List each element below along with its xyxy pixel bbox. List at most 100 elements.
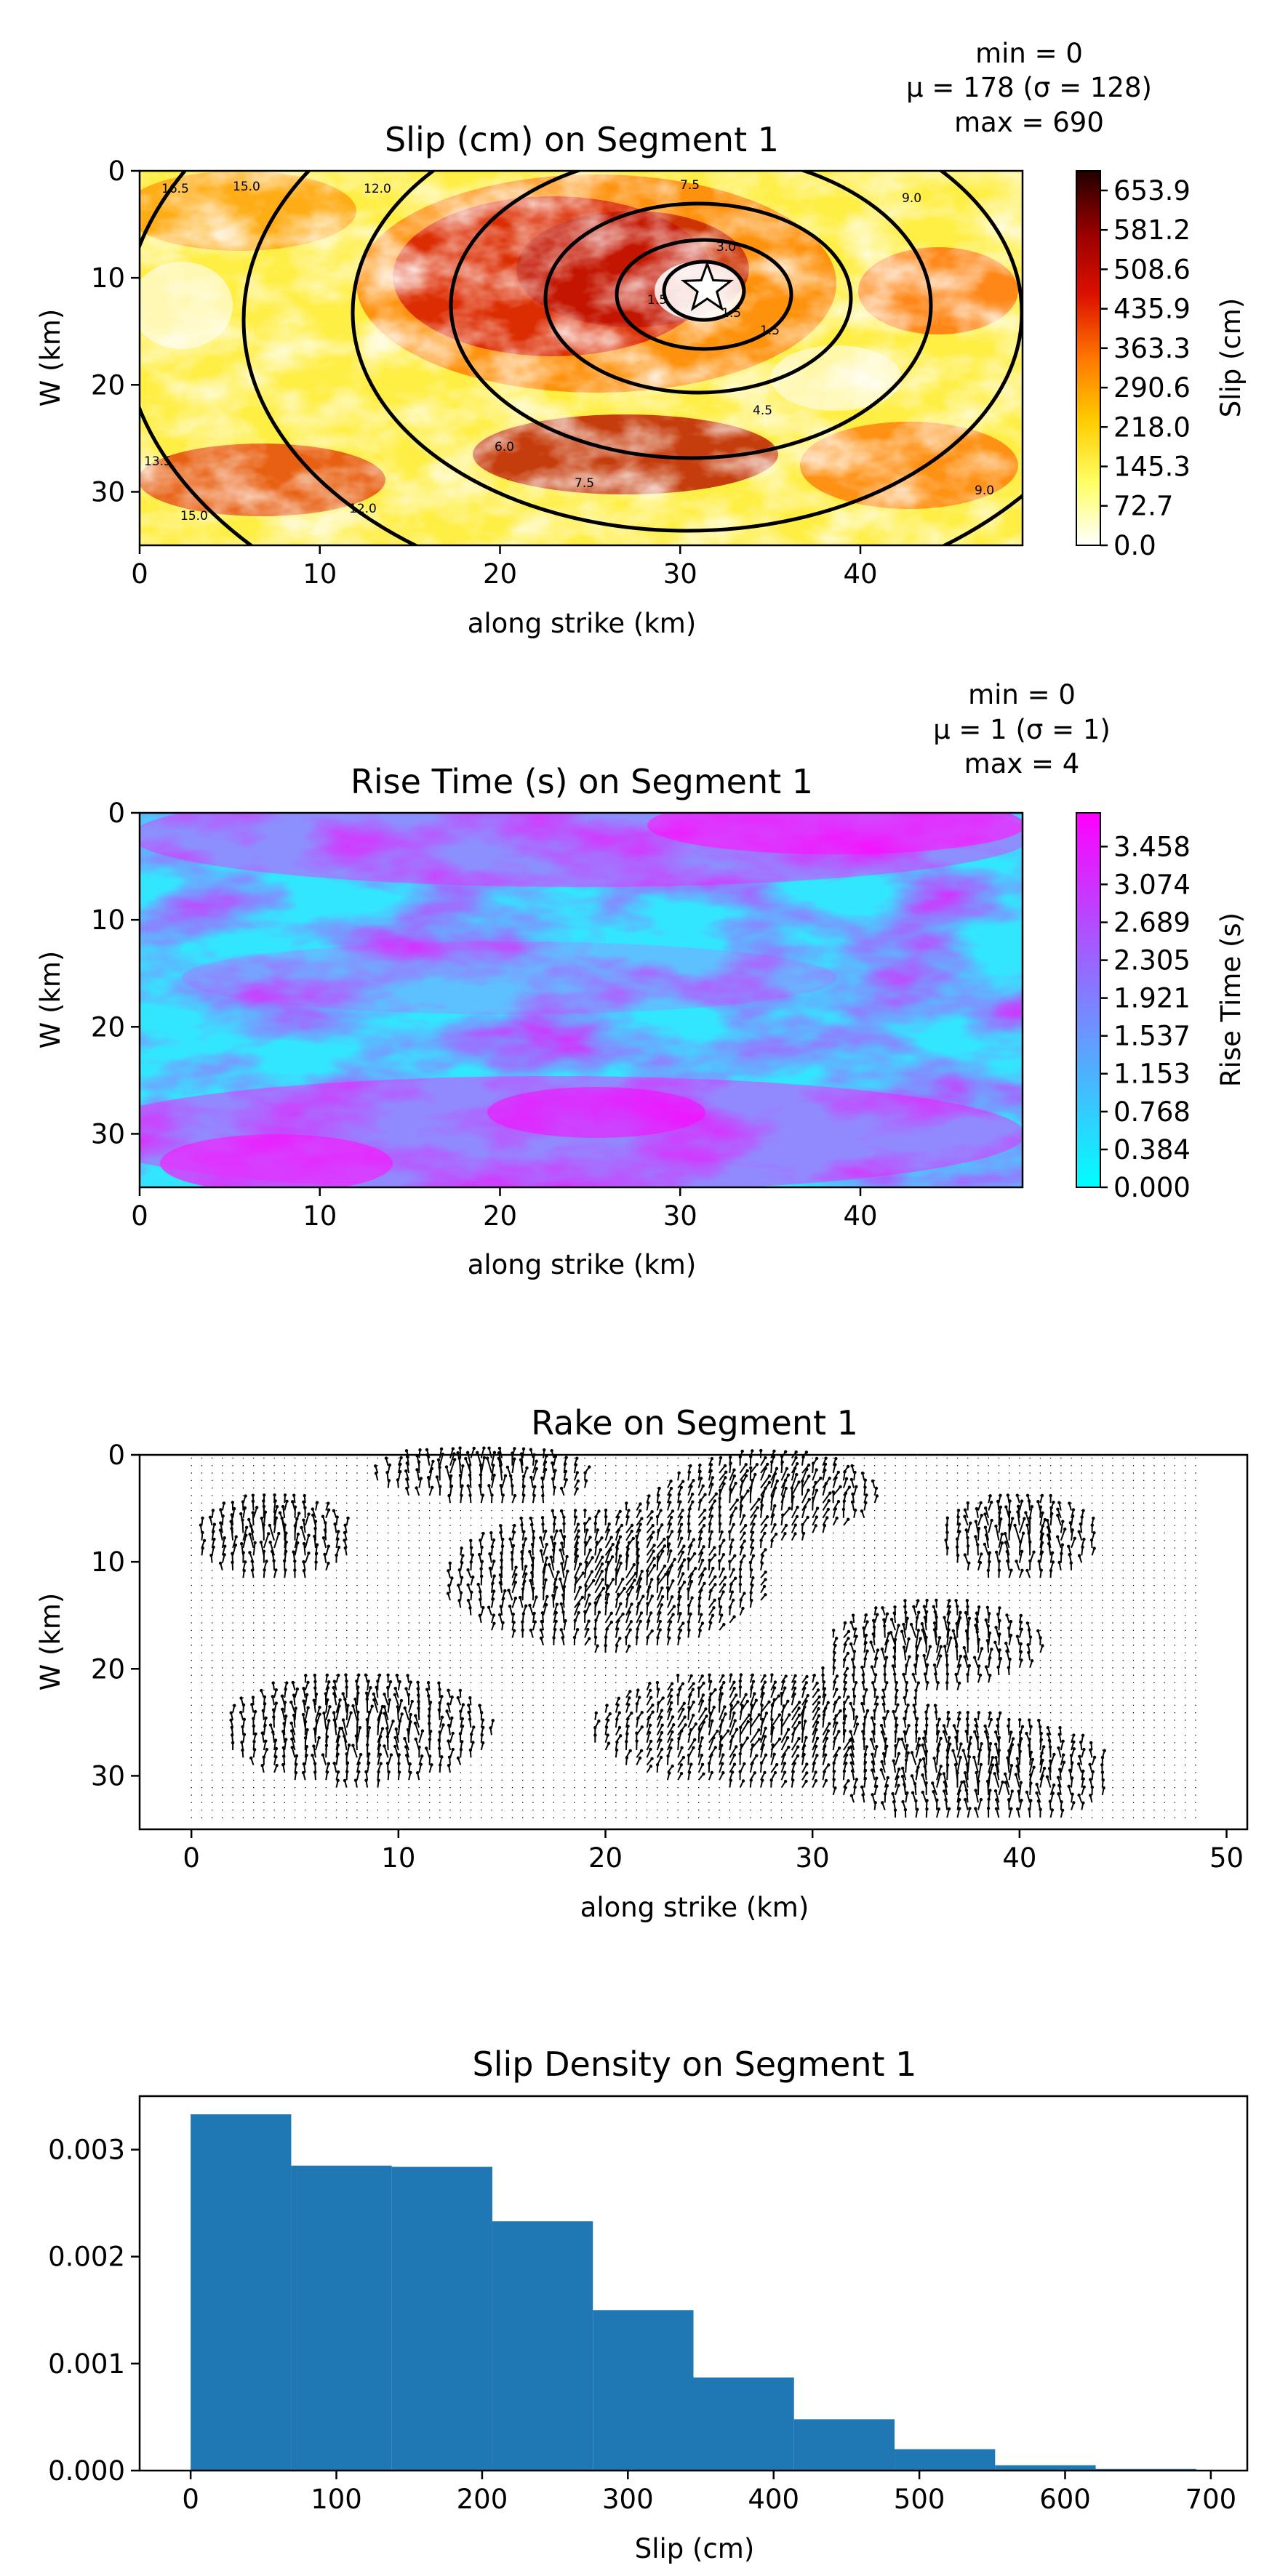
rake-dot bbox=[191, 1629, 192, 1632]
rake-arrow-head bbox=[784, 1674, 788, 1678]
rake-arrow-head bbox=[291, 1680, 295, 1685]
rake-dot bbox=[553, 1734, 555, 1736]
rake-arrow-head bbox=[723, 1705, 727, 1709]
rake-arrow-head bbox=[592, 1578, 596, 1583]
rake-arrow bbox=[780, 1514, 784, 1526]
rake-arrow-head bbox=[760, 1561, 764, 1565]
rake-dot bbox=[522, 1667, 524, 1669]
rake-arrow-head bbox=[694, 1722, 697, 1726]
rake-dot bbox=[201, 1667, 203, 1669]
rake-dot bbox=[522, 1742, 524, 1744]
rake-dot bbox=[252, 1802, 255, 1803]
rake-arrow-head bbox=[553, 1485, 556, 1490]
rake-dot bbox=[273, 1472, 275, 1474]
rake-arrow bbox=[760, 1496, 764, 1511]
rake-arrow bbox=[594, 1530, 599, 1541]
rake-dot bbox=[615, 1495, 617, 1496]
rake-dot bbox=[325, 1592, 327, 1594]
rake-arrow-head bbox=[655, 1680, 660, 1685]
rake-arrow-head bbox=[576, 1535, 580, 1539]
rake-arrow-head bbox=[583, 1541, 588, 1544]
rake-arrow-head bbox=[357, 1673, 361, 1677]
rake-dot bbox=[687, 1787, 689, 1789]
rake-arrow-head bbox=[677, 1492, 681, 1496]
rake-arrow-head bbox=[249, 1756, 253, 1760]
rake-arrow-head bbox=[670, 1738, 673, 1742]
rake-arrow bbox=[708, 1568, 714, 1578]
rake-dot bbox=[460, 1794, 461, 1796]
rake-arrow-head bbox=[655, 1514, 660, 1519]
rake-arrow bbox=[853, 1724, 858, 1736]
rake-arrow-head bbox=[627, 1541, 631, 1544]
rake-dot bbox=[843, 1584, 844, 1586]
rake-arrow-head bbox=[292, 1550, 295, 1554]
rake-arrow-head bbox=[647, 1494, 651, 1498]
rake-arrow-head bbox=[407, 1693, 411, 1696]
rake-arrow-head bbox=[763, 1674, 767, 1678]
rake-arrow bbox=[636, 1586, 641, 1601]
rake-arrow-head bbox=[447, 1584, 451, 1587]
rake-arrow-head bbox=[708, 1698, 712, 1702]
rake-dot bbox=[201, 1772, 203, 1773]
rake-arrow-head bbox=[763, 1680, 767, 1684]
rake-arrow-head bbox=[572, 1635, 577, 1640]
rake-arrow-head bbox=[307, 1512, 311, 1516]
rake-arrow-head bbox=[399, 1456, 403, 1460]
rake-dot bbox=[615, 1794, 617, 1796]
rake-dot bbox=[449, 1802, 451, 1803]
rake-dot bbox=[398, 1622, 399, 1624]
rake-arrow-head bbox=[209, 1553, 213, 1557]
rake-arrow-head bbox=[744, 1474, 748, 1477]
rake-arrow-head bbox=[744, 1463, 748, 1466]
rake-arrow-head bbox=[500, 1551, 503, 1555]
rake-arrow bbox=[573, 1556, 578, 1571]
rake-dot bbox=[449, 1787, 451, 1789]
rake-arrow-head bbox=[604, 1601, 609, 1605]
rake-arrow bbox=[739, 1506, 743, 1518]
rake-dot bbox=[335, 1502, 337, 1504]
rake-dot bbox=[543, 1712, 544, 1714]
rake-dot bbox=[418, 1592, 420, 1594]
rake-arrow-head bbox=[690, 1572, 694, 1576]
rake-arrow-head bbox=[720, 1692, 724, 1696]
rake-arrow-head bbox=[302, 1699, 305, 1703]
rake-arrow bbox=[543, 1596, 548, 1608]
rake-arrow bbox=[729, 1463, 732, 1474]
rake-dot bbox=[791, 1659, 793, 1661]
rake-arrow bbox=[521, 1544, 524, 1556]
rake-arrow bbox=[739, 1721, 749, 1736]
rake-arrow bbox=[822, 1746, 826, 1758]
rake-arrow bbox=[282, 1731, 286, 1743]
rake-dot bbox=[511, 1749, 513, 1751]
rake-dot bbox=[501, 1712, 503, 1714]
rake-arrow-head bbox=[604, 1643, 607, 1648]
rake-arrow-head bbox=[240, 1741, 244, 1744]
rake-dot bbox=[770, 1667, 772, 1669]
rake-arrow bbox=[460, 1485, 463, 1496]
rake-dot bbox=[687, 1465, 689, 1466]
rake-arrow bbox=[666, 1550, 672, 1563]
rake-arrow-head bbox=[479, 1574, 484, 1578]
rake-dot bbox=[273, 1637, 275, 1639]
rake-dot bbox=[863, 1584, 865, 1586]
slip-heatmap: 1.5 1.5 1.5 3.0 4.5 6.0 7.5 7.5 9.0 9.0 … bbox=[140, 171, 1023, 545]
rake-arrow-head bbox=[511, 1557, 514, 1562]
rake-arrow-head bbox=[847, 1485, 852, 1489]
rake-dot bbox=[532, 1794, 534, 1796]
rake-arrow-head bbox=[689, 1728, 693, 1732]
rake-dot bbox=[863, 1525, 865, 1526]
rake-arrow bbox=[729, 1694, 737, 1706]
rake-arrow-head bbox=[738, 1685, 743, 1689]
rise-ytick-label: 0 bbox=[108, 798, 125, 829]
rake-arrow-head bbox=[751, 1673, 754, 1677]
rake-arrow-head bbox=[736, 1700, 740, 1704]
rake-dot bbox=[191, 1584, 192, 1586]
rake-dot bbox=[201, 1495, 203, 1496]
rake-arrow bbox=[345, 1705, 349, 1721]
rake-arrow-head bbox=[828, 1491, 832, 1495]
rake-dot bbox=[801, 1794, 803, 1796]
rake-arrow-head bbox=[468, 1606, 472, 1610]
rake-arrow-head bbox=[584, 1479, 588, 1482]
rake-dot bbox=[698, 1659, 700, 1661]
